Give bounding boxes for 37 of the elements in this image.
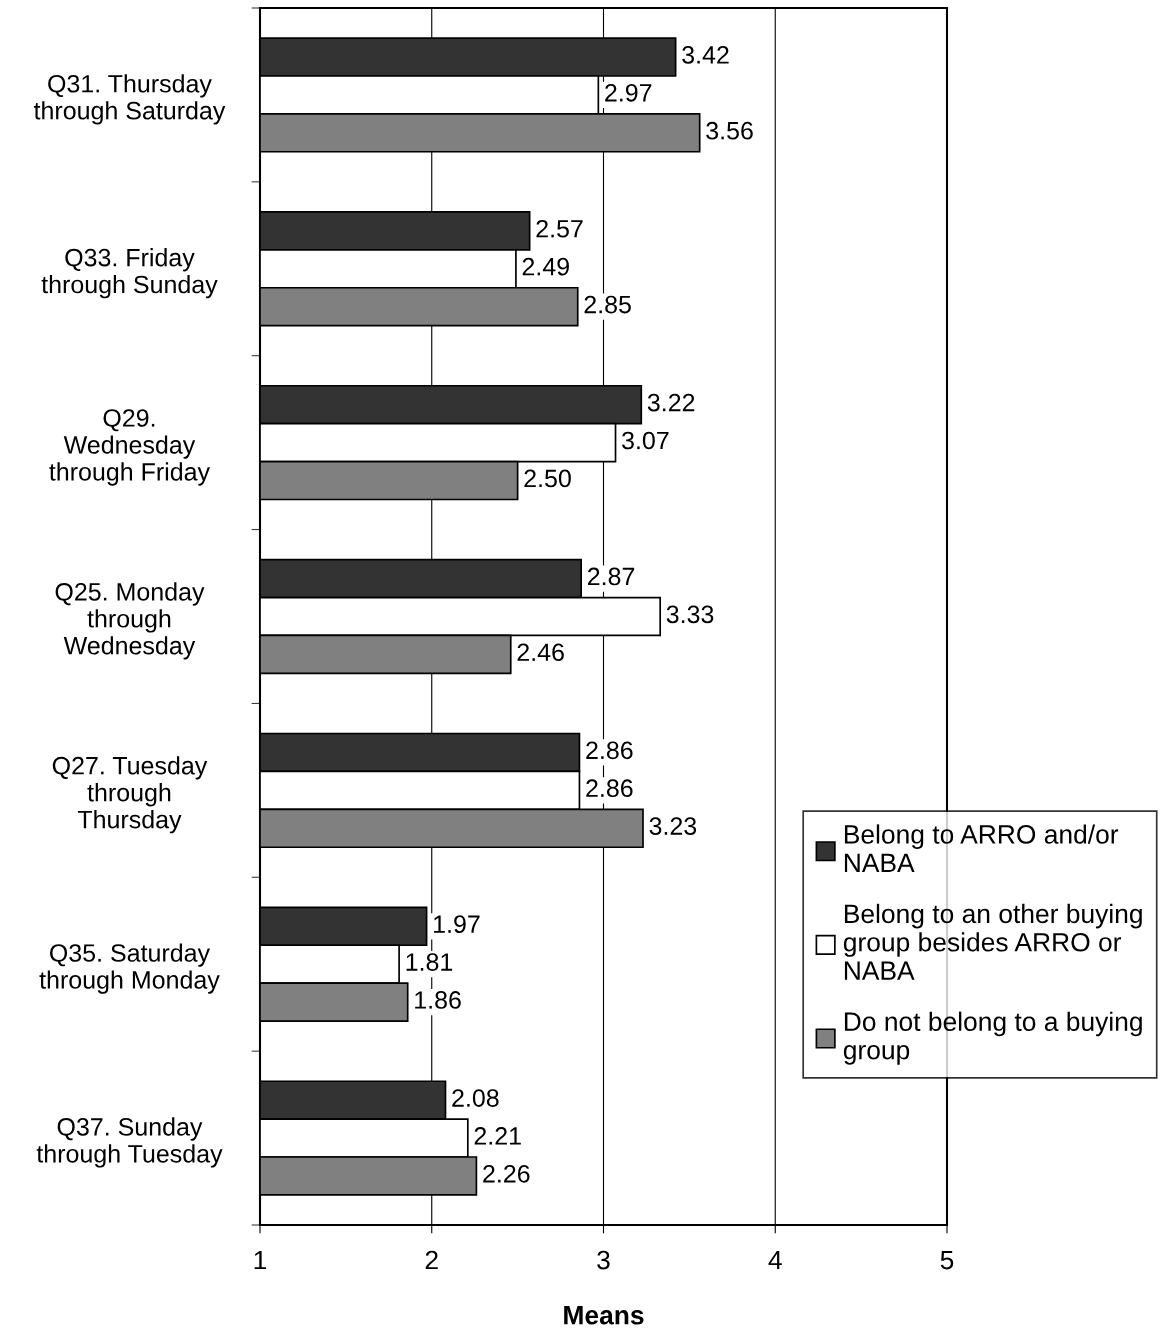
- data-label: 2.87: [587, 567, 635, 586]
- data-label: 2.50: [524, 469, 571, 488]
- data-label: 3.33: [666, 605, 714, 624]
- data-label: 3.22: [647, 393, 695, 412]
- data-label: 3.07: [622, 431, 669, 450]
- data-label: 2.46: [517, 643, 564, 662]
- data-label: 2.97: [605, 83, 652, 102]
- x-tick-label: 5: [940, 1250, 954, 1270]
- data-label: 2.26: [483, 1164, 530, 1183]
- y-tick-label: Q35. Saturday through Monday: [39, 943, 220, 994]
- x-tick-label: 3: [597, 1250, 610, 1270]
- legend-label: Belong to ARRO and/or NABA: [844, 824, 1119, 872]
- data-label: 2.08: [452, 1089, 499, 1107]
- y-tick-label: Q33. Friday through Sunday: [41, 248, 218, 299]
- y-tick-label: Q29. Wednesday through Friday: [49, 409, 210, 486]
- data-label: 3.42: [682, 46, 729, 64]
- x-axis-title: Means: [564, 1306, 644, 1325]
- data-label: 3.23: [649, 817, 697, 835]
- legend-label: Do not belong to a buying group: [843, 1011, 1142, 1065]
- data-label: 1.97: [434, 915, 480, 934]
- data-label: 2.21: [474, 1127, 521, 1145]
- data-label: 2.49: [522, 257, 569, 276]
- x-tick-label: 2: [425, 1250, 438, 1270]
- data-label: 2.86: [586, 779, 633, 798]
- x-tick-label: 4: [768, 1250, 782, 1270]
- data-label: 3.56: [706, 121, 753, 140]
- data-label: 2.57: [536, 219, 583, 238]
- y-tick-label: Q37. Sunday through Tuesday: [36, 1117, 223, 1168]
- x-tick-label: 1: [254, 1250, 267, 1270]
- data-label: 1.86: [415, 991, 461, 1009]
- data-label: 2.86: [586, 741, 633, 760]
- y-tick-label: Q31. Thursday through Saturday: [33, 74, 226, 125]
- data-label: 2.85: [584, 295, 631, 314]
- y-tick-label: Q27. Tuesday through Thursday: [52, 756, 208, 834]
- y-tick-label: Q25. Monday through Wednesday: [55, 582, 205, 660]
- data-label: 1.81: [406, 953, 453, 971]
- legend-label: Belong to an other buying group besides ARRO or NABA: [843, 903, 1142, 980]
